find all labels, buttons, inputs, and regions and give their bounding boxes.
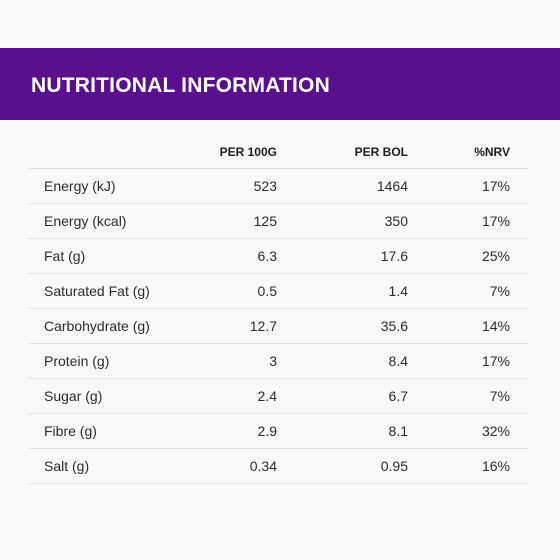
value-per-100g: 523: [253, 178, 277, 194]
nutrient-name: Carbohydrate (g): [44, 318, 150, 334]
value-per-bol: 6.7: [388, 388, 408, 404]
value-per-100g: 2.9: [257, 423, 277, 439]
value-nrv: 17%: [481, 178, 510, 194]
value-nrv: 32%: [481, 423, 510, 439]
table-row: Saturated Fat (g) 0.5 1.4 7%: [28, 274, 528, 309]
value-per-bol: 35.6: [380, 318, 408, 334]
value-nrv: 17%: [481, 213, 510, 229]
value-per-bol: 1464: [376, 178, 408, 194]
value-per-bol: 350: [384, 213, 408, 229]
value-per-100g: 125: [253, 213, 277, 229]
value-per-100g: 0.34: [249, 458, 277, 474]
table-row: Protein (g) 3 8.4 17%: [28, 344, 528, 379]
value-per-bol: 8.4: [388, 353, 408, 369]
page-title: NUTRITIONAL INFORMATION: [31, 74, 330, 97]
nutrient-name: Fat (g): [44, 248, 86, 264]
value-nrv: 16%: [481, 458, 510, 474]
nutrient-name: Saturated Fat (g): [44, 283, 150, 299]
table-row: Fibre (g) 2.9 8.1 32%: [28, 414, 528, 449]
nutrient-name: Fibre (g): [44, 423, 97, 439]
nutrient-name: Sugar (g): [44, 388, 103, 404]
value-nrv: 7%: [489, 388, 510, 404]
value-per-bol: 1.4: [388, 283, 408, 299]
table-row: Carbohydrate (g) 12.7 35.6 14%: [28, 309, 528, 344]
table-row: Fat (g) 6.3 17.6 25%: [28, 239, 528, 274]
nutrient-name: Energy (kJ): [44, 178, 116, 194]
value-per-bol: 0.95: [380, 458, 408, 474]
value-per-bol: 8.1: [388, 423, 408, 439]
table-row: Energy (kJ) 523 1464 17%: [28, 169, 528, 204]
value-nrv: 7%: [489, 283, 510, 299]
column-header-nrv: %NRV: [474, 144, 510, 159]
value-per-bol: 17.6: [380, 248, 408, 264]
column-header-per-100g: PER 100G: [219, 144, 277, 159]
value-per-100g: 3: [269, 353, 277, 369]
column-header-per-bol: PER BOL: [354, 144, 408, 159]
header-banner: NUTRITIONAL INFORMATION: [0, 48, 560, 120]
nutrient-name: Protein (g): [44, 353, 110, 369]
table-header-row: PER 100G PER BOL %NRV: [28, 135, 528, 169]
table-row: Salt (g) 0.34 0.95 16%: [28, 449, 528, 484]
value-nrv: 25%: [481, 248, 510, 264]
value-per-100g: 6.3: [257, 248, 277, 264]
table-row: Sugar (g) 2.4 6.7 7%: [28, 379, 528, 414]
value-nrv: 14%: [481, 318, 510, 334]
nutrient-name: Energy (kcal): [44, 213, 127, 229]
value-per-100g: 12.7: [249, 318, 277, 334]
value-per-100g: 2.4: [257, 388, 277, 404]
nutrition-table: PER 100G PER BOL %NRV Energy (kJ) 523 14…: [28, 135, 528, 484]
nutrient-name: Salt (g): [44, 458, 90, 474]
value-per-100g: 0.5: [257, 283, 277, 299]
table-row: Energy (kcal) 125 350 17%: [28, 204, 528, 239]
value-nrv: 17%: [481, 353, 510, 369]
